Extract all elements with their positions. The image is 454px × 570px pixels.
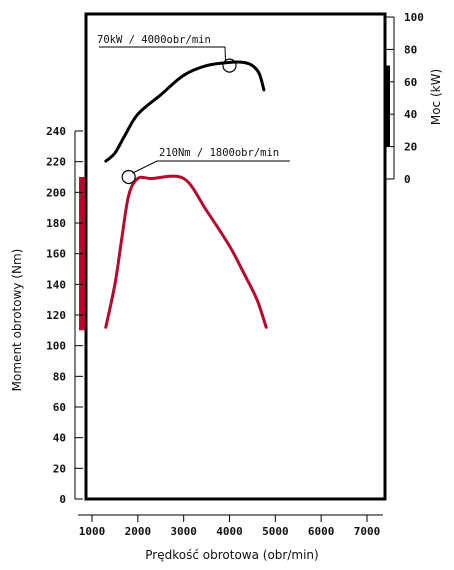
power-peak-marker xyxy=(222,58,237,73)
y-left-tick-label: 220 xyxy=(46,156,66,169)
x-tick-label: 4000 xyxy=(216,525,243,538)
y-left-tick-label: 60 xyxy=(53,401,66,414)
ticks-layer: 1000 2000 3000 4000 5000 6000 7000020406080100… xyxy=(46,11,424,538)
power-peak-label: 70kW / 4000obr/min xyxy=(97,34,211,46)
y-left-tick-label: 100 xyxy=(46,340,66,353)
y-right-tick-label: 100 xyxy=(404,11,424,24)
y-right-tick-label: 60 xyxy=(404,76,417,89)
y-left-tick-label: 0 xyxy=(59,493,66,506)
plot-frame xyxy=(84,12,387,501)
y-right-tick-label: 20 xyxy=(404,141,417,154)
y-right-axis-title: Moc (kW) xyxy=(429,69,443,125)
x-tick-label: 6000 xyxy=(308,525,335,538)
series-layer xyxy=(104,60,268,329)
x-axis-title: Prędkość obrotowa (obr/min) xyxy=(145,548,318,562)
y-left-tick-label: 120 xyxy=(46,309,66,322)
x-tick-label: 1000 xyxy=(79,525,106,538)
torque-curve xyxy=(104,174,268,329)
y-left-tick-label: 140 xyxy=(46,278,66,291)
y-right-tick-label: 40 xyxy=(404,108,417,121)
y-left-tick-label: 40 xyxy=(53,432,66,445)
torque-callout-line xyxy=(132,160,290,174)
y-left-tick-label: 240 xyxy=(46,125,66,138)
y-right-tick-label: 0 xyxy=(404,173,411,186)
x-tick-label: 2000 xyxy=(125,525,152,538)
y-left-tick-label: 160 xyxy=(46,248,66,261)
x-tick-label: 7000 xyxy=(354,525,381,538)
x-tick-label: 3000 xyxy=(170,525,197,538)
power-callout-line xyxy=(99,46,226,62)
y-left-tick-label: 200 xyxy=(46,186,66,199)
annotations-layer: 70kW / 4000obr/min 210Nm / 1800obr/min xyxy=(97,34,290,185)
y-left-axis-title: Moment obrotowy (Nm) xyxy=(10,249,24,392)
y-left-tick-label: 180 xyxy=(46,217,66,230)
torque-peak-marker xyxy=(121,169,136,185)
y-left-tick-label: 80 xyxy=(53,370,66,383)
power-range-bar xyxy=(385,65,390,147)
y-right-tick-label: 80 xyxy=(404,43,417,56)
torque-peak-label: 210Nm / 1800obr/min xyxy=(159,147,279,159)
power-curve xyxy=(104,60,266,163)
x-tick-label: 5000 xyxy=(262,525,289,538)
y-left-tick-label: 20 xyxy=(53,462,66,475)
